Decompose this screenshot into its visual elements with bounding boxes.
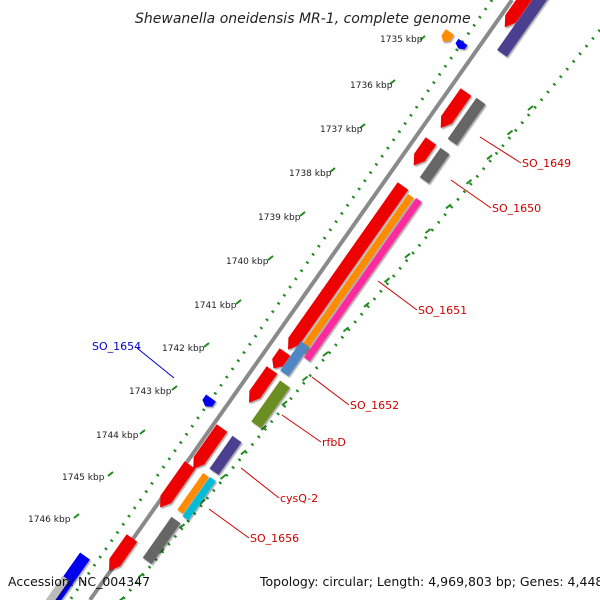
gene-gray-bottom-small[interactable] — [45, 575, 70, 600]
gene-red-top[interactable] — [504, 0, 551, 28]
gene-orange-small[interactable] — [177, 473, 209, 514]
tick-label: 1744 kbp — [96, 431, 139, 441]
tick-label: 1739 kbp — [258, 213, 301, 223]
leader-rfbd — [281, 414, 322, 443]
kbp-tick-mark — [419, 35, 426, 41]
inner-ring-tick — [342, 326, 350, 333]
kbp-tick-mark — [73, 513, 80, 519]
tick-label: 1741 kbp — [194, 301, 237, 311]
gene-red-e[interactable] — [193, 424, 228, 469]
inner-ring-tick — [424, 228, 432, 234]
tick-label: 1736 kbp — [350, 81, 393, 91]
kbp-tick-mark — [107, 471, 114, 477]
kbp-tick-mark — [359, 123, 366, 129]
inner-ring-tick — [322, 351, 329, 357]
gene-label-so-1656[interactable]: SO_1656 — [250, 532, 299, 545]
inner-ring-tick — [199, 498, 206, 505]
kbp-tick-mark — [203, 342, 210, 348]
tick-label: 1745 kbp — [62, 473, 105, 483]
gene-label-cysq-2[interactable]: cysQ-2 — [280, 492, 318, 505]
gene-label-so-1651[interactable]: SO_1651 — [418, 304, 467, 317]
leader-so-1649 — [479, 136, 522, 164]
gene-gray-bottom[interactable] — [142, 516, 181, 565]
inner-ring-tick — [383, 277, 391, 283]
gene-feature-group — [45, 0, 553, 600]
gene-orange-1735[interactable] — [441, 29, 455, 42]
inner-ring-tick — [404, 252, 411, 259]
leader-so-1656 — [208, 508, 250, 539]
tick-label: 1738 kbp — [289, 169, 332, 179]
inner-ring-tick — [301, 375, 309, 382]
leader-so-1650 — [450, 179, 492, 209]
gene-blue-so1654[interactable] — [202, 394, 216, 407]
inner-ring-tick — [281, 400, 288, 406]
tick-label: 1746 kbp — [28, 515, 71, 525]
outer-ruler-dots — [68, 0, 494, 600]
inner-ring-tick — [137, 572, 145, 579]
leader-so-1652 — [311, 376, 350, 406]
tick-label: 1742 kbp — [162, 344, 205, 354]
map-title: Shewanella oneidensis MR-1, complete gen… — [135, 11, 471, 27]
inner-ring-tick — [486, 154, 493, 160]
gene-red-f[interactable] — [160, 461, 196, 508]
kbp-tick-mark — [329, 167, 336, 173]
inner-ring-tick — [219, 474, 227, 480]
gene-red-c[interactable] — [272, 348, 291, 369]
gene-red-g[interactable] — [109, 534, 138, 571]
accession-text: Accession: NC_004347 — [8, 574, 150, 589]
kbp-tick-group — [73, 35, 534, 600]
gene-label-so-1654[interactable]: SO_1654 — [92, 340, 141, 353]
kbp-tick-mark — [389, 79, 396, 85]
gene-blue-1735[interactable] — [455, 38, 468, 50]
leader-so-1651 — [377, 280, 418, 311]
label-leader-group — [136, 136, 522, 539]
inner-ring-tick — [527, 105, 534, 111]
leader-so-1654 — [136, 347, 175, 379]
inner-ring-tick — [118, 597, 124, 600]
gene-slate-top[interactable] — [497, 0, 553, 57]
genome-backbone — [88, 0, 514, 600]
inner-ruler-dots — [120, 29, 600, 600]
leader-cysq-2 — [240, 467, 280, 499]
inner-ring-tick — [178, 523, 186, 529]
inner-ring-tick — [363, 302, 370, 308]
inner-ring-tick — [445, 203, 452, 210]
tick-label: 1740 kbp — [226, 257, 269, 267]
gene-red-b[interactable] — [413, 137, 437, 166]
inner-ring-tick — [465, 179, 473, 185]
gene-label-so-1649[interactable]: SO_1649 — [522, 157, 571, 170]
inner-ring-tick — [260, 425, 268, 431]
gene-magenta-so1651[interactable] — [304, 198, 422, 362]
gene-gray-so1650[interactable] — [419, 147, 450, 184]
kbp-tick-mark — [267, 255, 274, 261]
tick-label: 1737 kbp — [320, 125, 363, 135]
gene-olive-rfbd[interactable] — [251, 380, 290, 429]
gene-gray-so1649[interactable] — [447, 97, 486, 146]
kbp-tick-mark — [139, 429, 146, 435]
gene-cyan-so1656[interactable] — [182, 477, 216, 521]
gene-red-a[interactable] — [440, 88, 472, 128]
kbp-tick-mark — [299, 211, 306, 217]
tick-label: 1743 kbp — [129, 387, 172, 397]
gene-slate-cysq2[interactable] — [209, 435, 242, 475]
kbp-tick-mark — [171, 385, 178, 391]
gene-orange-so1651[interactable] — [298, 194, 414, 354]
summary-text: Topology: circular; Length: 4,969,803 bp… — [259, 574, 600, 589]
gene-label-so-1650[interactable]: SO_1650 — [492, 202, 541, 215]
kbp-tick-mark — [235, 299, 242, 305]
gene-red-d[interactable] — [249, 366, 278, 403]
gene-red-so1651[interactable] — [288, 182, 409, 350]
gene-label-rfbd[interactable]: rfbD — [322, 436, 346, 449]
inner-ring-tick — [240, 449, 247, 456]
gene-steelblue-so1652[interactable] — [280, 341, 310, 377]
gene-label-so-1652[interactable]: SO_1652 — [350, 399, 399, 412]
tick-label: 1735 kbp — [380, 35, 423, 45]
inner-ring-tick — [506, 129, 514, 136]
